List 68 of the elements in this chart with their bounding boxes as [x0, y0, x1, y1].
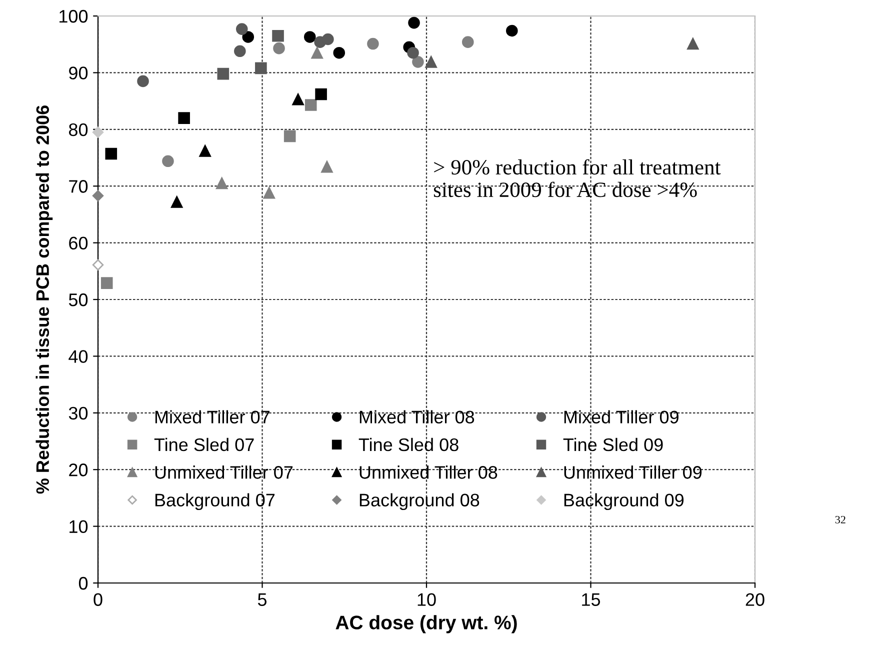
point: [284, 130, 296, 142]
legend-label: Tine Sled 08: [358, 438, 458, 452]
x-tick-label: 5: [258, 593, 267, 606]
point: [311, 46, 324, 59]
y-tick-label: 90: [69, 66, 88, 80]
point: [100, 277, 113, 289]
y-tick-label: 20: [69, 464, 88, 476]
x-tick-label: 10: [418, 593, 436, 606]
y-tick-label: 40: [68, 350, 88, 363]
point: [255, 62, 267, 74]
point: [272, 30, 284, 42]
point: [292, 93, 304, 106]
point: [273, 42, 285, 54]
point: [236, 23, 248, 35]
legend-label: Unmixed Tiller 08: [360, 466, 498, 479]
point: [92, 190, 104, 202]
point: [199, 145, 211, 157]
point: [304, 99, 317, 111]
x-tick-label: 20: [746, 593, 764, 606]
y-tick-label: 100: [60, 10, 88, 23]
x-tick-label: 15: [582, 593, 600, 606]
legend-label: Background 07: [155, 493, 275, 510]
x-tick-label: 0: [94, 593, 102, 606]
x-axis-title: AC dose (dry wt. %): [336, 615, 517, 634]
point: [687, 38, 699, 50]
point: [216, 177, 228, 190]
y-tick-label: 80: [68, 123, 88, 136]
point: [321, 160, 333, 173]
point: [425, 56, 437, 68]
point: [92, 126, 104, 138]
annotation: > 90% reduction for all treatment sites in 2009 for AC dose >4%: [434, 159, 721, 198]
y-tick-label: 50: [68, 293, 88, 306]
point: [333, 46, 346, 59]
point: [322, 33, 334, 46]
legend-label: Mixed Tiller 08: [360, 410, 474, 424]
y-tick-label: 60: [69, 236, 88, 250]
point: [92, 259, 104, 271]
y-tick-label: 10: [70, 520, 88, 534]
point: [407, 46, 419, 59]
point: [412, 56, 424, 68]
y-tick-label: 0: [78, 576, 88, 590]
legend-label: Background 09: [564, 493, 684, 510]
text: 32: [835, 516, 846, 524]
y-axis-title: % Reduction in tissue PCB compared to 2006: [36, 105, 53, 494]
legend-label: Mixed Tiller 09: [564, 410, 678, 424]
point: [506, 24, 518, 37]
point: [170, 196, 183, 208]
point: [234, 45, 246, 58]
legend-label: Tine Sled 09: [563, 438, 663, 452]
y-tick-label: 70: [69, 180, 88, 193]
legend-label: Mixed Tiller 07: [155, 410, 270, 424]
legend-label: Unmixed Tiller 09: [564, 466, 702, 479]
point: [462, 36, 474, 48]
legend-label: Tine Sled 07: [154, 438, 254, 452]
point: [162, 155, 174, 168]
y-tick-label: 30: [68, 406, 88, 420]
point: [315, 88, 327, 100]
point: [242, 31, 254, 43]
point: [263, 187, 276, 199]
point: [304, 31, 316, 43]
point: [217, 68, 230, 80]
point: [105, 148, 118, 160]
point: [367, 38, 379, 50]
legend-label: Background 08: [360, 493, 480, 510]
point: [137, 75, 149, 88]
point: [178, 112, 190, 124]
legend-label: Unmixed Tiller 07: [155, 466, 293, 479]
point: [408, 16, 420, 29]
